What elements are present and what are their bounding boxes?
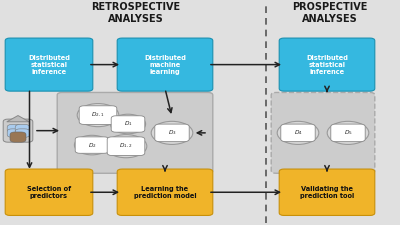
Circle shape bbox=[105, 135, 147, 158]
Text: $D_{2,1}$: $D_{2,1}$ bbox=[91, 111, 105, 119]
FancyBboxPatch shape bbox=[271, 92, 375, 173]
Text: Selection of
predictors: Selection of predictors bbox=[27, 186, 71, 199]
Text: $D_2$: $D_2$ bbox=[88, 141, 96, 150]
Text: $D_3$: $D_3$ bbox=[168, 128, 176, 137]
FancyBboxPatch shape bbox=[117, 169, 213, 216]
Text: PROSPECTIVE
ANALYSES: PROSPECTIVE ANALYSES bbox=[292, 2, 368, 24]
FancyBboxPatch shape bbox=[279, 38, 375, 91]
Polygon shape bbox=[7, 116, 29, 122]
FancyBboxPatch shape bbox=[57, 92, 213, 173]
Circle shape bbox=[110, 114, 146, 134]
Circle shape bbox=[277, 121, 319, 144]
Text: RETROSPECTIVE
ANALYSES: RETROSPECTIVE ANALYSES bbox=[92, 2, 180, 24]
FancyBboxPatch shape bbox=[279, 169, 375, 216]
FancyBboxPatch shape bbox=[5, 38, 93, 91]
Text: $D_4$: $D_4$ bbox=[294, 128, 302, 137]
Text: $D_{1,2}$: $D_{1,2}$ bbox=[119, 142, 133, 150]
FancyBboxPatch shape bbox=[107, 137, 145, 155]
FancyBboxPatch shape bbox=[15, 129, 30, 137]
Text: Distributed
statistical
inference: Distributed statistical inference bbox=[306, 55, 348, 75]
FancyBboxPatch shape bbox=[10, 132, 26, 142]
Circle shape bbox=[151, 121, 193, 144]
FancyBboxPatch shape bbox=[331, 124, 365, 142]
FancyBboxPatch shape bbox=[117, 38, 213, 91]
Text: Distributed
machine
learning: Distributed machine learning bbox=[144, 55, 186, 75]
Circle shape bbox=[74, 135, 110, 155]
Circle shape bbox=[77, 104, 119, 127]
FancyBboxPatch shape bbox=[79, 106, 117, 124]
Circle shape bbox=[327, 121, 369, 144]
Text: $D_5$: $D_5$ bbox=[344, 128, 352, 137]
Text: Learning the
prediction model: Learning the prediction model bbox=[134, 186, 196, 199]
Text: $D_1$: $D_1$ bbox=[124, 119, 132, 128]
FancyBboxPatch shape bbox=[281, 124, 315, 142]
FancyBboxPatch shape bbox=[3, 119, 33, 142]
FancyBboxPatch shape bbox=[15, 124, 30, 133]
FancyBboxPatch shape bbox=[5, 169, 93, 216]
FancyBboxPatch shape bbox=[111, 116, 145, 132]
FancyBboxPatch shape bbox=[7, 129, 22, 137]
FancyBboxPatch shape bbox=[155, 124, 189, 142]
Text: Distributed
statistical
inference: Distributed statistical inference bbox=[28, 55, 70, 75]
FancyBboxPatch shape bbox=[7, 124, 22, 133]
Text: Validating the
prediction tool: Validating the prediction tool bbox=[300, 186, 354, 199]
FancyBboxPatch shape bbox=[75, 137, 109, 153]
